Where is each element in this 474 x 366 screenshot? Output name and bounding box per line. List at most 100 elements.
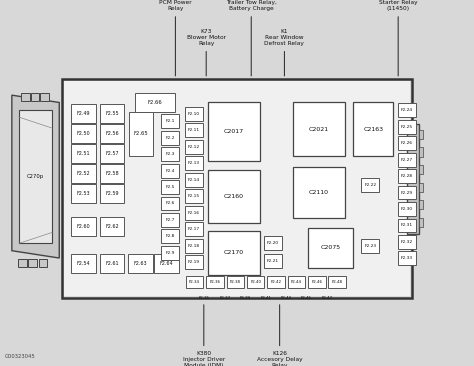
Bar xyxy=(185,140,203,154)
Bar xyxy=(398,219,416,232)
Text: F2.31: F2.31 xyxy=(401,224,413,227)
Text: F2.48: F2.48 xyxy=(332,280,343,284)
Bar xyxy=(100,104,124,123)
Bar xyxy=(227,276,244,288)
Text: F2.14: F2.14 xyxy=(188,178,200,182)
Bar xyxy=(419,218,423,227)
Text: F2.61: F2.61 xyxy=(105,261,118,266)
Text: F2.25: F2.25 xyxy=(401,125,413,128)
Text: F2.58: F2.58 xyxy=(105,171,118,176)
Text: F2.40: F2.40 xyxy=(250,280,261,284)
Bar xyxy=(186,276,203,288)
Bar xyxy=(398,202,416,216)
Text: C2017: C2017 xyxy=(224,129,244,134)
Text: F2.41: F2.41 xyxy=(260,296,271,300)
Text: F2.64: F2.64 xyxy=(160,261,173,266)
Bar xyxy=(39,259,47,267)
Text: F2.2: F2.2 xyxy=(165,136,175,139)
Text: F2.36: F2.36 xyxy=(210,280,220,284)
Bar xyxy=(21,93,30,101)
Bar xyxy=(71,104,96,123)
Bar xyxy=(71,217,96,236)
Text: F2.63: F2.63 xyxy=(134,261,147,266)
Bar xyxy=(185,255,203,269)
Text: F2.18: F2.18 xyxy=(188,244,200,247)
Bar xyxy=(308,228,353,268)
Text: F2.4: F2.4 xyxy=(165,169,175,172)
Bar xyxy=(161,164,179,178)
Bar xyxy=(398,235,416,249)
Bar xyxy=(40,93,49,101)
Bar xyxy=(398,169,416,183)
Bar xyxy=(28,259,37,267)
Bar xyxy=(71,164,96,183)
Bar xyxy=(419,165,423,174)
Bar xyxy=(247,276,264,288)
Text: F2.60: F2.60 xyxy=(77,224,90,229)
Bar xyxy=(135,93,175,112)
Text: K22
Starter Relay
(11450): K22 Starter Relay (11450) xyxy=(379,0,418,76)
Text: C2075: C2075 xyxy=(320,245,341,250)
Bar xyxy=(161,229,179,243)
Bar xyxy=(154,254,179,273)
Text: F2.11: F2.11 xyxy=(188,128,200,132)
Bar xyxy=(328,276,346,288)
Bar xyxy=(288,276,305,288)
Text: F2.56: F2.56 xyxy=(105,131,118,136)
Bar xyxy=(361,239,379,253)
Bar xyxy=(293,167,345,218)
Text: C270p: C270p xyxy=(27,174,44,179)
Bar xyxy=(185,123,203,137)
Text: K163
PCM Power
Relay: K163 PCM Power Relay xyxy=(159,0,191,76)
Text: F2.32: F2.32 xyxy=(401,240,413,244)
Bar xyxy=(185,156,203,170)
Bar xyxy=(361,178,379,192)
Bar xyxy=(100,144,124,163)
Bar xyxy=(185,189,203,203)
Text: F2.65: F2.65 xyxy=(133,131,148,136)
Bar xyxy=(398,186,416,199)
Bar xyxy=(398,120,416,134)
Bar xyxy=(62,79,412,298)
Text: F2.55: F2.55 xyxy=(105,111,118,116)
Text: F2.50: F2.50 xyxy=(77,131,90,136)
Text: F2.29: F2.29 xyxy=(401,191,413,194)
Bar xyxy=(161,197,179,210)
Text: F2.7: F2.7 xyxy=(165,218,175,222)
Bar xyxy=(353,102,393,156)
Text: K1
Rear Window
Defrost Relay: K1 Rear Window Defrost Relay xyxy=(264,29,304,76)
Text: F2.9: F2.9 xyxy=(165,251,175,255)
Text: F2.62: F2.62 xyxy=(105,224,118,229)
Bar xyxy=(31,93,39,101)
Bar xyxy=(398,103,416,117)
Text: F2.3: F2.3 xyxy=(165,152,175,156)
Text: K73
Blower Motor
Relay: K73 Blower Motor Relay xyxy=(187,29,226,76)
Bar xyxy=(71,144,96,163)
Bar xyxy=(100,217,124,236)
Text: F2.37: F2.37 xyxy=(219,296,230,300)
Text: F2.8: F2.8 xyxy=(165,235,175,238)
Text: F2.28: F2.28 xyxy=(401,174,413,178)
Text: F2.47: F2.47 xyxy=(321,296,332,300)
Text: F2.23: F2.23 xyxy=(364,244,376,248)
Text: F2.15: F2.15 xyxy=(188,194,200,198)
Bar xyxy=(208,231,260,274)
Text: C2110: C2110 xyxy=(309,190,329,195)
Bar xyxy=(185,239,203,253)
Text: F2.19: F2.19 xyxy=(188,260,200,264)
Bar xyxy=(71,184,96,203)
Text: F2.6: F2.6 xyxy=(165,202,175,205)
Bar xyxy=(293,102,345,156)
Text: F2.34: F2.34 xyxy=(189,280,200,284)
Bar xyxy=(185,206,203,220)
Bar xyxy=(419,183,423,192)
Bar xyxy=(407,124,419,234)
Text: F2.46: F2.46 xyxy=(311,280,322,284)
Text: F2.45: F2.45 xyxy=(301,296,312,300)
Bar xyxy=(398,153,416,167)
Text: F2.39: F2.39 xyxy=(240,296,251,300)
Bar xyxy=(267,276,285,288)
Text: F2.13: F2.13 xyxy=(188,161,200,165)
Bar xyxy=(398,251,416,265)
Text: K126
Accesory Delay
Relay: K126 Accesory Delay Relay xyxy=(257,305,302,366)
